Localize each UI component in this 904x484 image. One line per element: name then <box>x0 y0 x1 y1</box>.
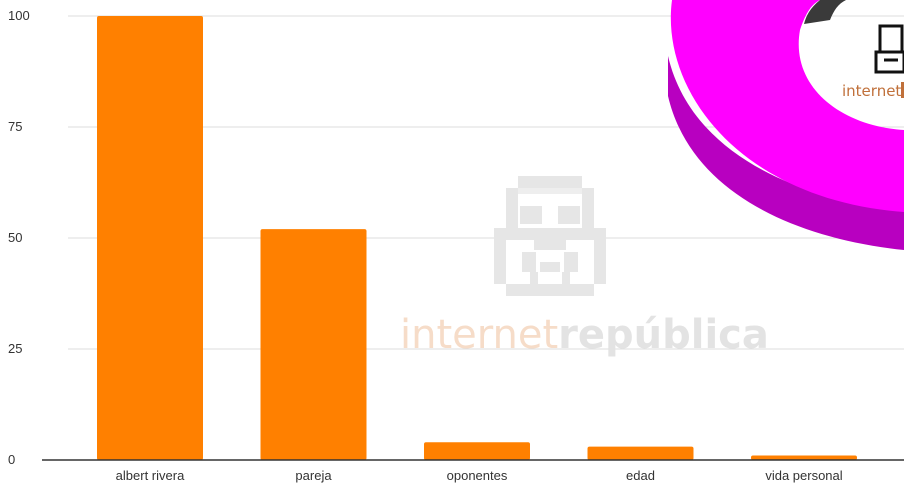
x-tick-label: edad <box>626 468 655 483</box>
watermark-text-light: internet <box>400 312 558 358</box>
donut-inner-edge <box>804 0 846 24</box>
corner-brand-cursor <box>901 82 904 98</box>
watermark: internetrepública <box>400 176 769 358</box>
x-tick-label: oponentes <box>447 468 508 483</box>
bar-edad <box>587 446 694 460</box>
bar-pareja <box>260 229 367 460</box>
mini-helmet-icon <box>874 24 904 74</box>
svg-text:internetrepública: internetrepública <box>400 312 769 358</box>
stormtrooper-helmet-icon <box>494 176 606 296</box>
y-tick-label: 75 <box>8 119 22 134</box>
y-tick-label: 0 <box>8 452 15 467</box>
watermark-text-bold: república <box>558 312 769 358</box>
x-tick-label: albert rivera <box>116 468 185 483</box>
corner-brand-text: internet <box>842 82 901 100</box>
bars <box>97 16 857 460</box>
x-tick-label: vida personal <box>765 468 842 483</box>
y-axis-tick-labels: 0 25 50 75 100 <box>8 8 30 467</box>
y-tick-label: 25 <box>8 341 22 356</box>
x-tick-label: pareja <box>295 468 332 483</box>
bar-albert-rivera <box>97 16 203 460</box>
x-axis-tick-labels: albert rivera pareja oponentes edad vida per… <box>116 468 843 483</box>
donut-ring <box>670 0 904 212</box>
bar-oponentes <box>424 442 530 460</box>
y-tick-label: 50 <box>8 230 22 245</box>
donut-chart-fragment: internet <box>668 0 904 250</box>
bar-vida-personal <box>751 455 857 460</box>
y-tick-label: 100 <box>8 8 30 23</box>
